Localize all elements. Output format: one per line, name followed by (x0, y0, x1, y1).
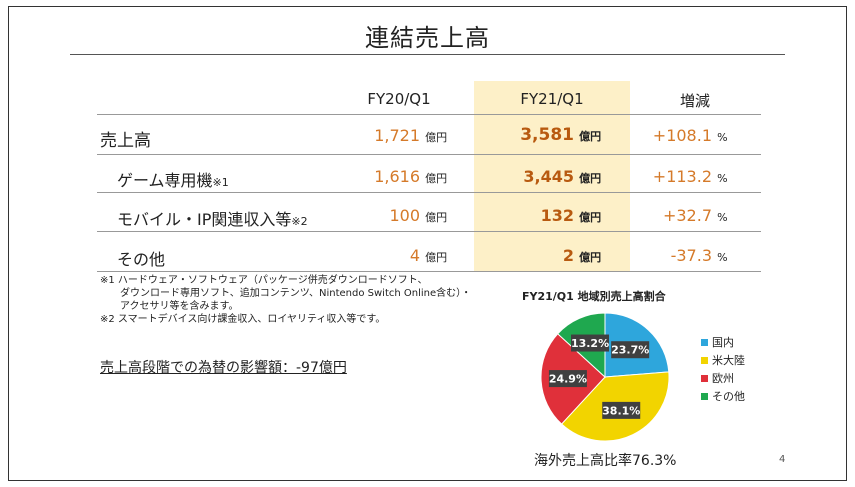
row-label-other: その他 (117, 250, 166, 269)
fy20-value-mobile-ip: 100 億円 (389, 206, 448, 225)
fy20-value-other: 4 億円 (409, 246, 448, 265)
region-pie-chart: 23.7% 38.1% 24.9% 13.2% (540, 312, 670, 442)
svg-text:24.9%: 24.9% (549, 373, 587, 386)
header-fy21: FY21/Q1 (520, 90, 584, 108)
legend-swatch-americas (701, 356, 708, 364)
note-2: ※2 スマートデバイス向け課金収入、ロイヤリティ収入等です。 (100, 314, 386, 325)
legend-swatch-domestic (701, 338, 708, 346)
page-number: 4 (779, 454, 786, 465)
row-label-sales: 売上高 (100, 131, 151, 151)
legend-item-europe: 欧州 (701, 369, 745, 387)
fy21-value-other: 2 億円 (562, 246, 602, 265)
pie-chart-title: FY21/Q1 地域別売上高割合 (522, 290, 666, 303)
change-value-mobile-ip: +32.7 % (662, 206, 728, 225)
row-label-game-console: ゲーム専用機※1 (117, 171, 229, 190)
note-1-line-1: ※1 ハードウェア・ソフトウェア（パッケージ併売ダウンロードソフト、 (100, 275, 428, 286)
fy21-column-highlight (474, 81, 630, 271)
overseas-sales-ratio: 海外売上高比率76.3% (534, 453, 677, 469)
fy21-value-game-console: 3,445 億円 (523, 167, 602, 186)
title-rule (70, 54, 785, 55)
pie-label-europe: 24.9% (549, 370, 587, 388)
change-value-sales: +108.1 % (652, 126, 728, 145)
note-1-line-3: アクセサリ等を含みます。 (120, 301, 239, 312)
svg-text:38.1%: 38.1% (602, 404, 640, 417)
fy20-value-sales: 1,721 億円 (374, 126, 448, 145)
legend-swatch-other (701, 392, 708, 400)
slide-title: 連結売上高 (365, 24, 490, 52)
fy21-value-mobile-ip: 132 億円 (540, 206, 602, 225)
svg-text:13.2%: 13.2% (571, 337, 609, 350)
fx-impact-text: 売上高段階での為替の影響額：-97億円 (100, 360, 347, 376)
row-divider (97, 192, 761, 193)
row-divider (97, 231, 761, 232)
fy21-value-sales: 3,581 億円 (520, 125, 602, 145)
header-fy20: FY20/Q1 (367, 90, 431, 108)
slide-frame (8, 6, 847, 481)
legend-swatch-europe (701, 374, 708, 382)
pie-label-americas: 38.1% (602, 401, 640, 419)
pie-label-domestic: 23.7% (611, 341, 649, 359)
row-divider (97, 114, 761, 115)
legend-item-domestic: 国内 (701, 333, 745, 351)
legend-item-americas: 米大陸 (701, 351, 745, 369)
row-divider (97, 154, 761, 155)
svg-text:23.7%: 23.7% (611, 344, 649, 357)
pie-label-other: 13.2% (571, 334, 609, 352)
header-change: 増減 (679, 92, 710, 110)
fy20-value-game-console: 1,616 億円 (374, 167, 448, 186)
note-1-line-2: ダウンロード専用ソフト、追加コンテンツ、Nintendo Switch Onli… (120, 288, 472, 299)
row-divider (97, 271, 761, 272)
pie-legend: 国内 米大陸 欧州 その他 (701, 333, 745, 405)
legend-item-other: その他 (701, 387, 745, 405)
change-value-other: -37.3 % (670, 246, 728, 265)
change-value-game-console: +113.2 % (652, 167, 728, 186)
footnotes: ※1 ハードウェア・ソフトウェア（パッケージ併売ダウンロードソフト、 ダウンロー… (100, 274, 471, 326)
row-label-mobile-ip: モバイル・IP関連収入等※2 (117, 210, 308, 229)
